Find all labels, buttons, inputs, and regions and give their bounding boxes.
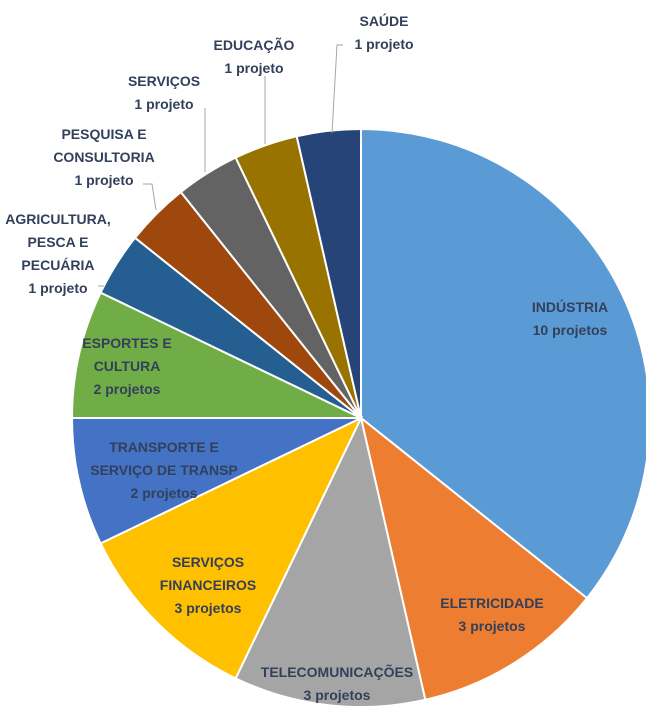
category-label: SERVIÇOS FINANCEIROS [159,554,257,593]
category-label: INDÚSTRIA [531,299,609,315]
value-label: 3 projetos [303,687,371,703]
slice-label: EDUCAÇÃO 1 projeto [214,34,295,80]
pie-slice [234,414,427,707]
leader-line [331,44,343,134]
category-label: AGRICULTURA, PESCA E PECUÁRIA [5,211,111,273]
slice-label: SAÚDE 1 projeto [354,10,413,56]
category-label: PESQUISA E CONSULTORIA [53,126,155,165]
value-label: 3 projetos [174,600,242,616]
value-label: 1 projeto [28,280,88,296]
leaders [98,44,343,287]
category-label: TELECOMUNICAÇÕES [260,664,414,680]
value-label: 2 projetos [93,381,161,397]
pie-slice [360,127,646,600]
slice-label: ELETRICIDADE 3 projetos [440,592,543,638]
value-label: 1 projeto [354,36,414,52]
slice-label: TRANSPORTE E SERVIÇO DE TRANSP 2 projetos [90,436,238,505]
slice-label: PESQUISA E CONSULTORIA 1 projeto [53,123,154,192]
slice-label: AGRICULTURA, PESCA E PECUÁRIA 1 projeto [5,208,111,300]
leader-line [143,183,157,211]
pie-slice [295,127,362,419]
value-label: 1 projeto [224,60,284,76]
category-label: ESPORTES E CULTURA [82,335,172,374]
value-label: 1 projeto [74,172,134,188]
pie-slice [70,417,362,545]
slice-label: INDÚSTRIA 10 projetos [532,296,608,342]
category-label: ELETRICIDADE [440,595,544,611]
slice-label: SERVIÇOS FINANCEIROS 3 projetos [160,551,256,620]
slice-label: ESPORTES E CULTURA 2 projetos [82,332,171,401]
slice-label: TELECOMUNICAÇÕES 3 projetos [261,661,413,707]
category-label: SERVIÇOS [127,73,201,89]
value-label: 1 projeto [134,96,194,112]
category-label: SAÚDE [359,13,409,29]
value-label: 3 projetos [458,618,526,634]
value-label: 10 projetos [532,322,608,338]
pie-slice [70,291,362,419]
value-label: 2 projetos [130,485,198,501]
slice-label: SERVIÇOS 1 projeto [128,70,200,116]
pie-slice [99,415,364,680]
category-label: TRANSPORTE E SERVIÇO DE TRANSP [90,439,238,478]
pie-slice [359,415,589,701]
category-label: EDUCAÇÃO [213,37,295,53]
